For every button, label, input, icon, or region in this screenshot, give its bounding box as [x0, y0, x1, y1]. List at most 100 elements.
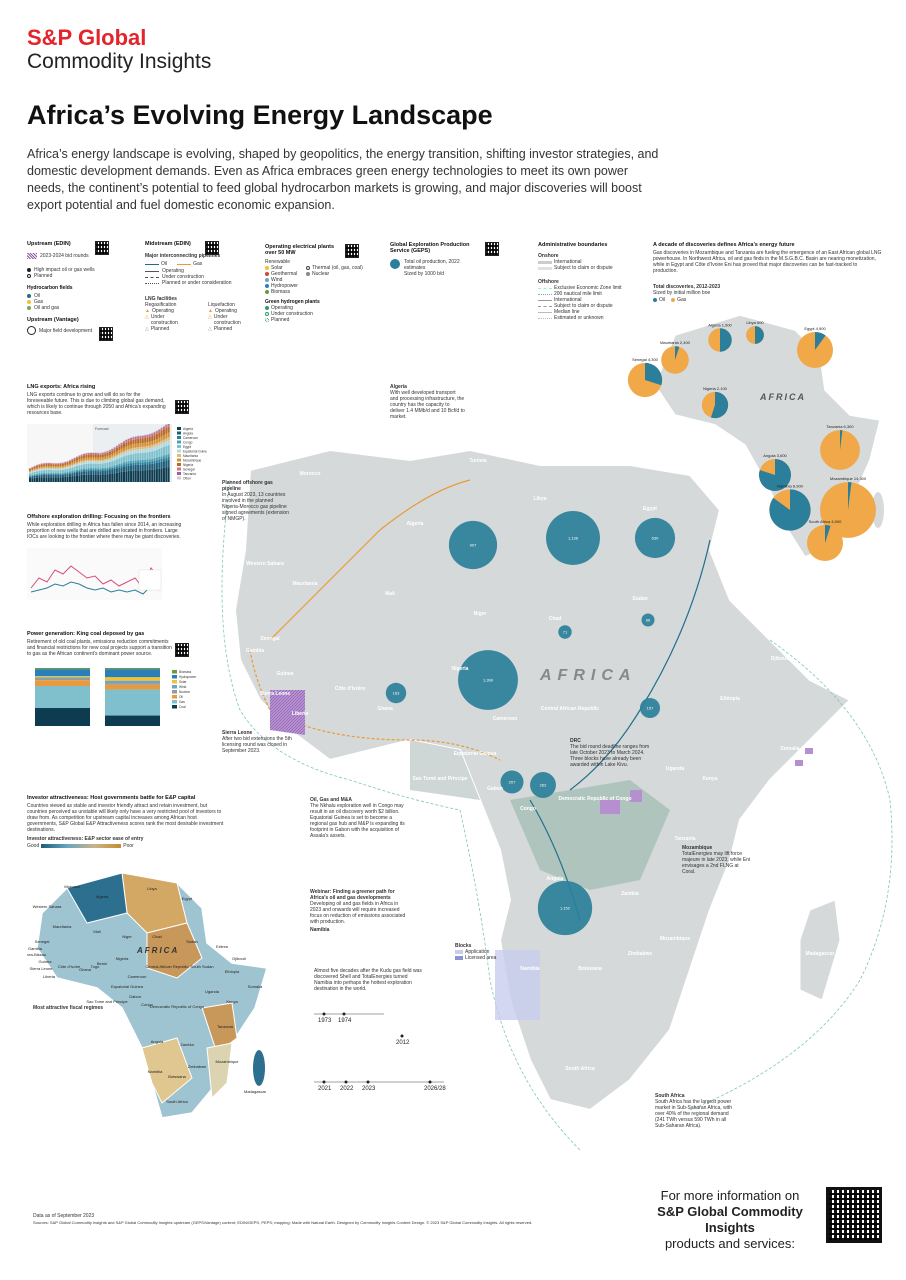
discoveries-map-label: AFRICA [759, 392, 806, 402]
qr-code-icon[interactable] [99, 327, 113, 341]
investor-country-label: South Africa [166, 1099, 188, 1104]
lng-bar-segment [83, 460, 86, 462]
lng-legend-label: Angola [183, 432, 193, 436]
lng-bar-segment [118, 463, 121, 466]
lng-bar-segment [94, 461, 97, 464]
lng-bar-segment [104, 451, 107, 453]
map-country-label: Somalia [780, 746, 799, 752]
lng-bar-segment [54, 470, 57, 474]
power-legend-label: Coal [179, 705, 186, 709]
lng-bar-segment [29, 471, 31, 473]
lng-bar-segment [134, 449, 137, 454]
lng-bar-segment [80, 461, 83, 463]
lng-bar-segment [29, 476, 31, 479]
lng-bar-segment [57, 466, 60, 468]
oil-field-icon [27, 294, 31, 298]
lng-bar-segment [64, 469, 67, 473]
lng-bar-segment [68, 466, 71, 469]
lng-bar-segment [31, 478, 34, 482]
lng-bar-segment [99, 461, 102, 464]
page-title: Africa’s Evolving Energy Landscape [27, 100, 493, 130]
lng-bar-segment [162, 435, 165, 440]
lng-bar-segment [108, 459, 111, 462]
lng-bar-segment [68, 465, 71, 467]
qr-code-icon[interactable] [95, 241, 109, 255]
lng-bar-segment [165, 424, 168, 426]
qr-code-icon[interactable] [205, 241, 219, 255]
lng-bar-segment [94, 474, 97, 482]
timeline-year: 2021 [318, 1086, 332, 1090]
legend-admin-title: Administrative boundaries [538, 242, 608, 248]
production-bubble [530, 772, 556, 798]
lng-bar-segment [111, 473, 114, 482]
lng-bar-segment [59, 467, 62, 469]
lng-bar-segment [29, 476, 31, 477]
bid-block-drc [630, 790, 642, 802]
lng-bar-segment [33, 475, 36, 476]
lng-bar-segment [76, 457, 78, 459]
qr-code-icon[interactable] [175, 643, 189, 657]
scale-low: Good [27, 843, 40, 849]
lng-bar-segment [73, 464, 76, 467]
power-legend-label: Nuclear [179, 690, 191, 694]
lng-bar-segment [43, 468, 46, 471]
legend-lng-construction: Under construction [150, 314, 178, 326]
lng-bar-segment [141, 436, 144, 439]
lng-bar-segment [97, 461, 100, 464]
lng-bar-segment [50, 466, 53, 468]
lng-bar-segment [80, 455, 83, 457]
lng-bar-segment [31, 476, 34, 479]
under-construction-line-icon [145, 276, 159, 278]
lng-bar-segment [73, 472, 76, 476]
lng-bar-segment [132, 437, 135, 439]
map-country-label: Botswana [578, 966, 602, 972]
qr-code-icon[interactable] [485, 242, 499, 256]
lng-bar-segment [167, 426, 170, 433]
lng-bar-segment [137, 464, 140, 471]
lng-bar-segment [113, 457, 116, 461]
discovery-oil-slice [675, 346, 680, 360]
lng-bar-segment [101, 454, 104, 458]
lng-legend-swatch [177, 458, 181, 462]
lng-bar-segment [155, 457, 158, 461]
lng-bar-segment [94, 454, 97, 458]
qr-code-icon[interactable] [345, 244, 359, 258]
lng-bar-segment [111, 469, 114, 474]
production-label: 207 [509, 780, 516, 785]
lng-bar-segment [97, 471, 100, 475]
bid-block-east [805, 748, 813, 754]
lng-bar-segment [158, 442, 161, 445]
cta-line-1: For more information on [660, 1188, 800, 1203]
qr-code-icon[interactable] [175, 400, 189, 414]
lng-bar-segment [50, 474, 53, 478]
lng-bar-segment [153, 450, 156, 459]
lng-bar-segment [43, 474, 46, 478]
lng-bar-segment [137, 447, 140, 450]
power-bar-segment [105, 684, 160, 690]
lng-bar-segment [104, 469, 107, 471]
production-label: 71 [563, 630, 568, 635]
lng-bar-segment [78, 455, 81, 457]
lng-bar-segment [94, 469, 97, 472]
timeline-year: 2022 [340, 1086, 354, 1090]
lng-bar-segment [90, 454, 93, 458]
lng-bar-segment [111, 448, 114, 449]
discovery-label: Mauritania 2,400 [660, 340, 691, 345]
lng-bar-segment [123, 453, 125, 457]
lng-bar-segment [127, 461, 130, 464]
footer-qr-code-icon[interactable] [826, 1187, 882, 1243]
lng-bar-segment [78, 469, 81, 471]
lng-bar-segment [127, 451, 130, 455]
lng-bar-segment [99, 452, 102, 454]
lng-bar-segment [134, 470, 137, 482]
lng-bar-segment [57, 474, 60, 478]
lng-bar-segment [123, 466, 125, 472]
lng-bar-segment [134, 439, 137, 444]
investor-country-label: Democratic Republic of Congo [150, 1004, 205, 1009]
timeline-dot [366, 1080, 370, 1084]
hydrogen-planned-icon [265, 318, 269, 322]
lng-legend-swatch [177, 440, 181, 444]
lng-bar-segment [87, 474, 90, 482]
lng-bar-segment [43, 466, 46, 468]
lng-bar-segment [36, 469, 39, 472]
